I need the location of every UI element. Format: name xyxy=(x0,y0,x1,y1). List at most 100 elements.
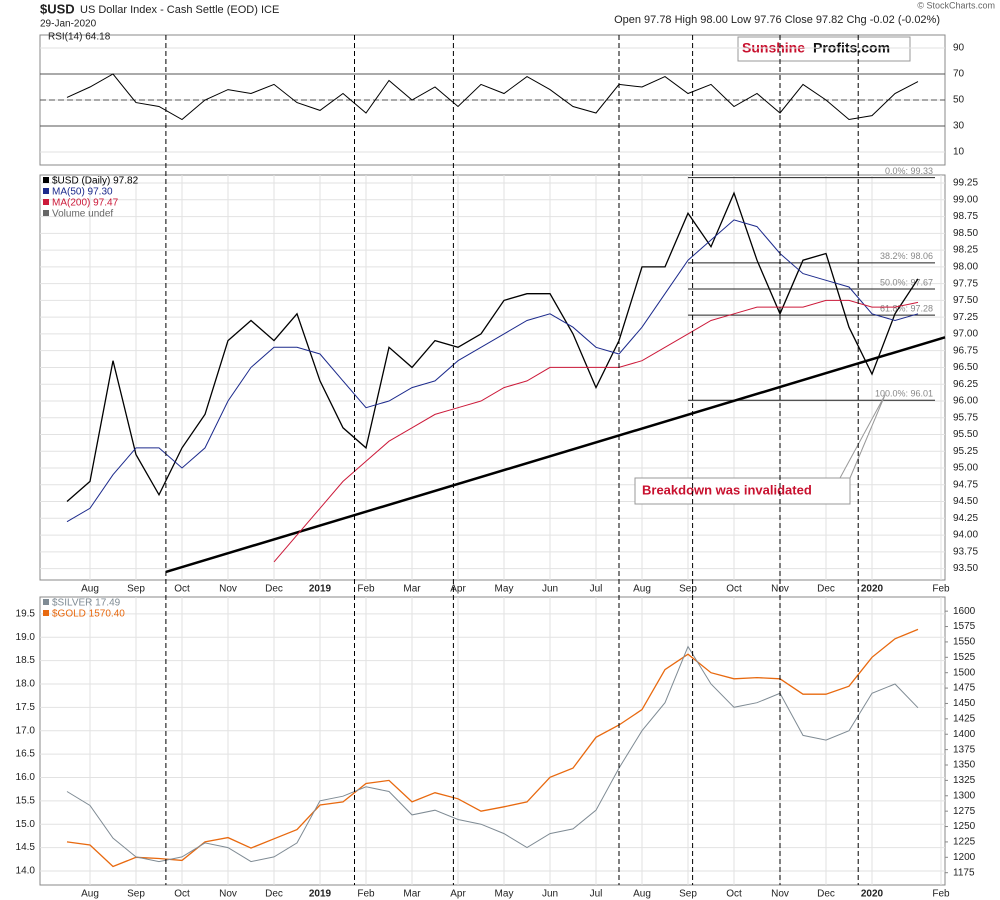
y-tick-label: 17.5 xyxy=(16,702,36,713)
x-tick-label: Oct xyxy=(174,889,190,900)
y-tick-label: 14.5 xyxy=(16,842,36,853)
x-tick-label: 2020 xyxy=(861,584,884,595)
legend-swatch xyxy=(43,199,49,205)
y-tick-label: 1375 xyxy=(953,744,976,755)
y-tick-label: 1600 xyxy=(953,606,976,617)
x-tick-label: Sep xyxy=(679,889,697,900)
x-tick-label: Aug xyxy=(81,889,99,900)
y-tick-label: 1525 xyxy=(953,652,976,663)
y-tick-label: 1325 xyxy=(953,775,976,786)
y-tick-label: 99.25 xyxy=(953,178,978,189)
panel xyxy=(39,174,946,581)
fib-label: 61.8%: 97.28 xyxy=(880,304,933,314)
y-tick-label: 10 xyxy=(953,147,965,158)
y-tick-label: 95.75 xyxy=(953,412,978,423)
y-tick-label: 18.5 xyxy=(16,655,36,666)
y-tick-label: 1450 xyxy=(953,698,976,709)
y-tick-label: 1400 xyxy=(953,729,976,740)
y-tick-label: 93.50 xyxy=(953,563,978,574)
y-tick-label: 1425 xyxy=(953,713,976,724)
y-tick-label: 98.75 xyxy=(953,211,978,222)
y-tick-label: 1275 xyxy=(953,806,976,817)
y-tick-label: 1500 xyxy=(953,667,976,678)
quote: Open 97.78 High 98.00 Low 97.76 Close 97… xyxy=(614,14,940,26)
y-tick-label: 1475 xyxy=(953,683,976,694)
fib-label: 100.0%: 96.01 xyxy=(875,389,933,399)
legend-swatch xyxy=(43,188,49,194)
y-tick-label: 96.75 xyxy=(953,345,978,356)
x-tick-label: Oct xyxy=(174,584,190,595)
symbol: $USD xyxy=(40,1,75,16)
y-tick-label: 18.0 xyxy=(16,679,36,690)
y-tick-label: 16.0 xyxy=(16,772,36,783)
y-tick-label: 95.50 xyxy=(953,429,978,440)
y-tick-label: 94.75 xyxy=(953,479,978,490)
x-tick-label: Feb xyxy=(932,889,950,900)
y-tick-label: 16.5 xyxy=(16,749,36,760)
x-tick-label: Feb xyxy=(357,584,375,595)
x-tick-label: Aug xyxy=(633,584,651,595)
y-tick-label: 96.25 xyxy=(953,379,978,390)
y-tick-label: 94.25 xyxy=(953,513,978,524)
y-tick-label: 19.0 xyxy=(16,632,36,643)
x-tick-label: Nov xyxy=(771,889,789,900)
x-tick-label: 2020 xyxy=(861,889,884,900)
x-tick-label: Aug xyxy=(81,584,99,595)
logo-b-box xyxy=(810,39,908,59)
y-tick-label: 15.0 xyxy=(16,819,36,830)
x-tick-label: Apr xyxy=(450,584,466,595)
x-tick-label: Feb xyxy=(357,889,375,900)
y-tick-label: 97.75 xyxy=(953,278,978,289)
y-tick-label: 15.5 xyxy=(16,795,36,806)
y-tick-label: 1225 xyxy=(953,837,976,848)
fib-label: 38.2%: 98.06 xyxy=(880,251,933,261)
x-tick-label: Sep xyxy=(127,584,145,595)
y-tick-label: 97.25 xyxy=(953,312,978,323)
annotation: Breakdown was invalidated xyxy=(642,482,812,497)
x-tick-label: Oct xyxy=(726,889,742,900)
description: US Dollar Index - Cash Settle (EOD) ICE xyxy=(80,4,279,16)
y-tick-label: 96.00 xyxy=(953,396,978,407)
series-line xyxy=(66,73,919,121)
callout xyxy=(839,394,886,479)
x-tick-label: Sep xyxy=(127,889,145,900)
y-tick-label: 98.25 xyxy=(953,245,978,256)
legend-label: MA(50) 97.30 xyxy=(52,187,113,198)
y-tick-label: 14.0 xyxy=(16,866,36,877)
legend-swatch xyxy=(43,177,49,183)
x-tick-label: Apr xyxy=(450,889,466,900)
x-tick-label: 2019 xyxy=(309,584,332,595)
y-tick-label: 1250 xyxy=(953,821,976,832)
y-tick-label: 94.00 xyxy=(953,530,978,541)
legend-label: MA(200) 97.47 xyxy=(52,198,119,209)
x-tick-label: Jun xyxy=(542,889,558,900)
annotation-box xyxy=(634,477,851,505)
x-tick-label: Dec xyxy=(265,584,283,595)
y-tick-label: 98.50 xyxy=(953,228,978,239)
x-tick-label: May xyxy=(495,889,514,900)
legend-swatch xyxy=(43,610,49,616)
x-tick-label: May xyxy=(495,584,514,595)
y-tick-label: 90 xyxy=(953,43,965,54)
series-line xyxy=(66,645,919,863)
y-tick-label: 98.00 xyxy=(953,262,978,273)
panel xyxy=(39,596,946,886)
x-tick-label: Mar xyxy=(403,584,421,595)
series-line xyxy=(273,299,919,563)
x-tick-label: Nov xyxy=(219,584,237,595)
x-tick-label: Jul xyxy=(590,889,603,900)
y-tick-label: 1175 xyxy=(953,867,975,878)
y-tick-label: 1550 xyxy=(953,637,976,648)
y-tick-label: 95.00 xyxy=(953,463,978,474)
legend-label: $GOLD 1570.40 xyxy=(52,609,125,620)
y-tick-label: 19.5 xyxy=(16,608,36,619)
x-tick-label: Dec xyxy=(817,889,835,900)
y-tick-label: 97.00 xyxy=(953,329,978,340)
y-tick-label: 50 xyxy=(953,95,965,106)
y-tick-label: 93.75 xyxy=(953,546,978,557)
legend-label: $SILVER 17.49 xyxy=(52,598,121,609)
fib-label: 0.0%: 99.33 xyxy=(885,166,933,176)
legend-swatch xyxy=(43,210,49,216)
x-tick-label: Sep xyxy=(679,584,697,595)
